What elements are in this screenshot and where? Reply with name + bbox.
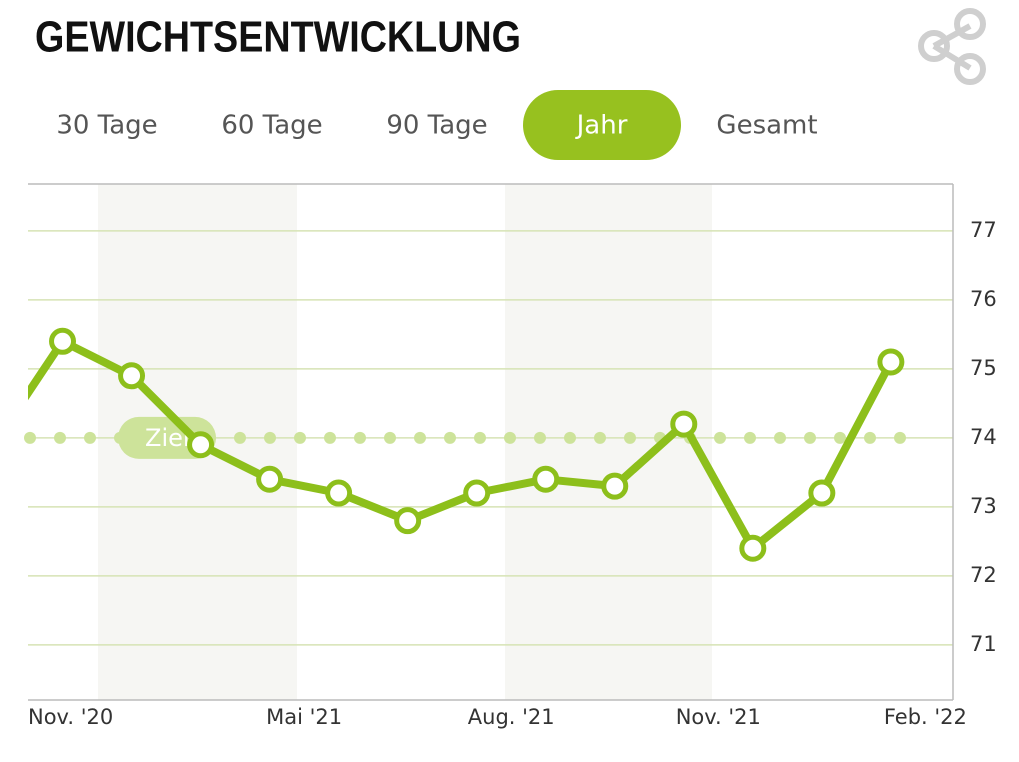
goal-dot (714, 431, 726, 444)
goal-dot (894, 431, 906, 444)
data-point (808, 479, 836, 507)
data-point (394, 507, 422, 535)
data-point (601, 472, 629, 500)
data-point (325, 479, 353, 507)
goal-dot (624, 431, 636, 444)
goal-dot (234, 431, 246, 444)
plot-frame (28, 183, 954, 701)
goal-dot (54, 431, 66, 444)
y-tick-label: 71 (970, 632, 997, 656)
goal-dot (864, 431, 876, 444)
y-tick-label: 72 (970, 563, 997, 587)
x-tick-label: Aug. '21 (468, 705, 555, 729)
y-tick-label: 77 (970, 218, 997, 242)
page-title: GEWICHTSENTWICKLUNG (35, 13, 521, 62)
goal-dot (294, 431, 306, 444)
goal-dot (444, 431, 456, 444)
goal-dot (534, 431, 546, 444)
goal-dot (474, 431, 486, 444)
y-tick-label: 75 (970, 356, 997, 380)
goal-dot (594, 431, 606, 444)
weight-line (28, 337, 895, 553)
goal-dot (834, 431, 846, 444)
goal-dot (564, 431, 576, 444)
goal-dot (84, 431, 96, 444)
y-tick-label: 73 (970, 494, 997, 518)
tab[interactable]: 60 Tage (221, 111, 322, 141)
data-point (877, 348, 905, 376)
data-point (256, 465, 284, 493)
x-tick-label: Feb. '22 (884, 705, 967, 729)
goal-dot (384, 431, 396, 444)
x-tick-label: Mai '21 (266, 705, 342, 729)
tab[interactable]: 30 Tage (56, 111, 157, 141)
data-point (49, 327, 77, 355)
tab-active-bg[interactable] (523, 90, 681, 160)
tab[interactable]: 90 Tage (386, 111, 487, 141)
goal-dot (774, 431, 786, 444)
goal-dot (324, 431, 336, 444)
goal-dot (414, 431, 426, 444)
tab[interactable]: Jahr (575, 111, 628, 141)
goal-dot (504, 431, 516, 444)
data-point (187, 431, 215, 459)
x-tick-label: Nov. '20 (28, 705, 113, 729)
data-point (463, 479, 491, 507)
data-point (670, 410, 698, 438)
data-point (118, 362, 146, 390)
x-tick-label: Nov. '21 (676, 705, 761, 729)
tab[interactable]: Gesamt (716, 111, 817, 141)
goal-line (24, 431, 906, 444)
data-point (0, 434, 4, 456)
y-tick-label: 74 (970, 425, 997, 449)
data-point (739, 534, 767, 562)
share-icon[interactable] (918, 8, 986, 85)
y-tick-label: 76 (970, 287, 997, 311)
goal-dot (264, 431, 276, 444)
goal-dot (354, 431, 366, 444)
goal-dot (804, 431, 816, 444)
goal-dot (744, 431, 756, 444)
goal-dot (24, 431, 36, 444)
data-point (532, 465, 560, 493)
